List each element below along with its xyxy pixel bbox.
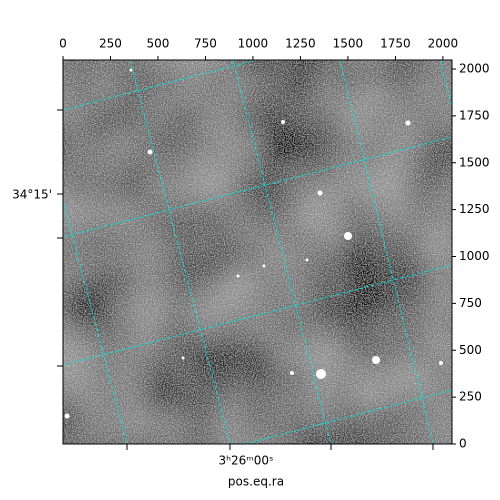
x-tick-label: 750 — [194, 37, 217, 51]
axes-frame — [62, 59, 453, 445]
stars — [64, 68, 443, 419]
y-tick-label: 1000 — [459, 249, 490, 263]
dec-tick-label: 34°15' — [12, 188, 52, 202]
x-axis-label: pos.eq.ra — [228, 475, 284, 489]
wcs-ticks — [57, 109, 434, 450]
x-tick-label: 2000 — [428, 37, 459, 51]
y-tick-label: 500 — [459, 343, 482, 357]
x-tick-label: 1500 — [333, 37, 364, 51]
y-tick-label: 750 — [459, 296, 482, 310]
y-tick-label: 250 — [459, 390, 482, 404]
y-tick-label: 1250 — [459, 202, 490, 216]
y-tick-label: 1500 — [459, 155, 490, 169]
y-tick-label: 2000 — [459, 62, 490, 76]
x-tick-label: 1000 — [238, 37, 269, 51]
y-tick-label: 0 — [459, 437, 467, 451]
coordinate-grid — [63, 60, 452, 444]
sky-image — [63, 60, 452, 444]
x-tick-label: 0 — [59, 37, 67, 51]
x-tick-label: 250 — [99, 37, 122, 51]
ra-tick-label: 3ʰ26ᵐ00ˢ — [219, 454, 274, 468]
x-tick-label: 1250 — [285, 37, 316, 51]
x-tick-label: 500 — [147, 37, 170, 51]
x-tick-label: 1750 — [380, 37, 411, 51]
y-tick-label: 1750 — [459, 108, 490, 122]
